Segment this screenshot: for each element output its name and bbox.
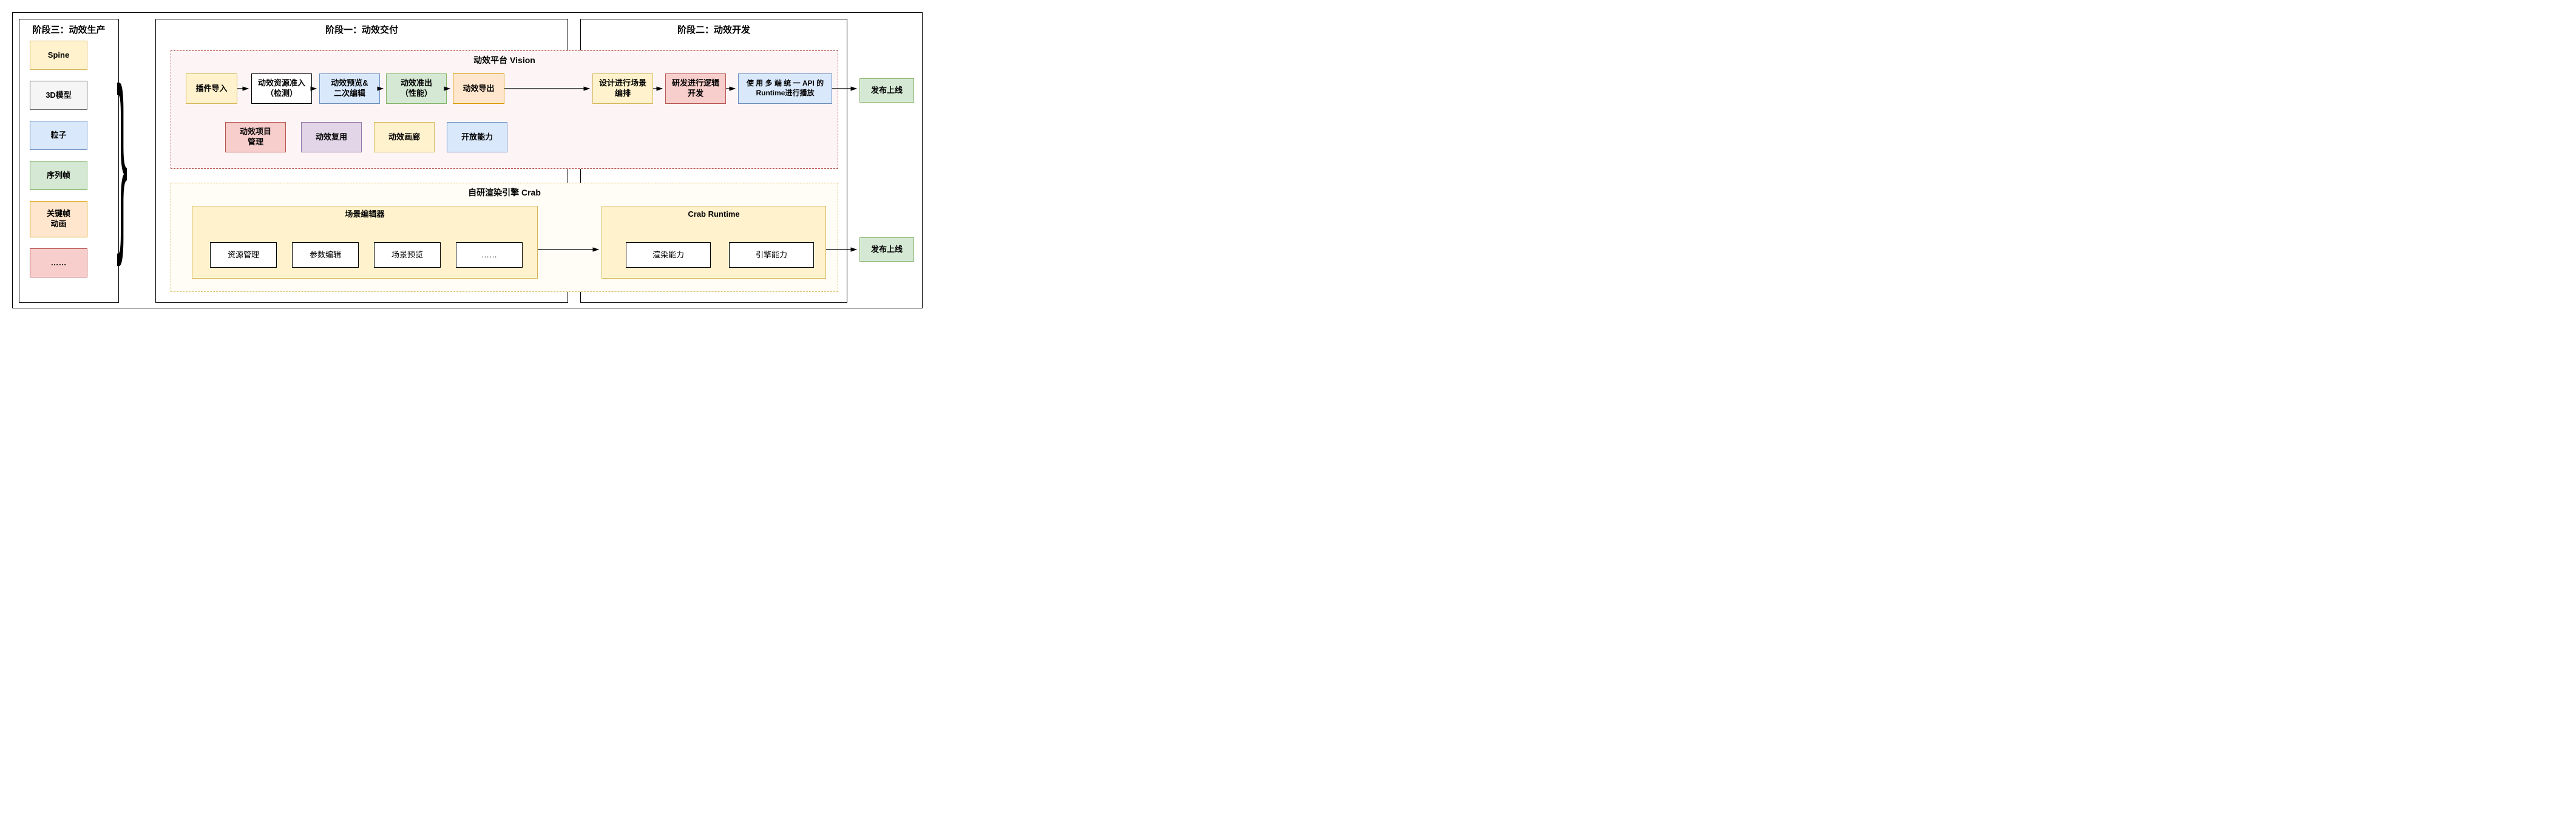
publish-label: 发布上线 xyxy=(871,245,903,255)
vision-pipe-box: 动效预览& 二次编辑 xyxy=(319,73,380,104)
stage3-item: 粒子 xyxy=(30,121,87,150)
stage3-title: 阶段三：动效生产 xyxy=(19,23,118,36)
crab-runtime-item: 渲染能力 xyxy=(626,242,711,268)
vision-title: 动效平台 Vision xyxy=(171,54,838,66)
brace: } xyxy=(117,60,127,257)
crab-editor-item: …… xyxy=(456,242,523,268)
vision-s2-box: 研发进行逻辑 开发 xyxy=(665,73,726,104)
stage1-title: 阶段一：动效交付 xyxy=(156,23,568,36)
vision-extra-box: 动效复用 xyxy=(301,122,362,152)
stage3-item: 序列帧 xyxy=(30,161,87,190)
vision-pipe-box: 动效资源准入 （检测） xyxy=(251,73,312,104)
crab-editor-title: 场景编辑器 xyxy=(192,209,537,220)
vision-pipe-box: 插件导入 xyxy=(186,73,237,104)
vision-extra-box: 动效项目 管理 xyxy=(225,122,286,152)
crab-editor-item: 资源管理 xyxy=(210,242,277,268)
stage3-item: 关键帧 动画 xyxy=(30,201,87,237)
crab-runtime-item: 引擎能力 xyxy=(729,242,814,268)
publish-box-1: 发布上线 xyxy=(859,78,914,103)
vision-extra-box: 开放能力 xyxy=(447,122,507,152)
crab-title: 自研渲染引擎 Crab xyxy=(171,186,838,199)
vision-s2-box: 使 用 多 端 统 一 API 的 Runtime进行播放 xyxy=(738,73,832,104)
stage3-item: …… xyxy=(30,248,87,277)
stage3-item: 3D模型 xyxy=(30,81,87,110)
crab-editor-item: 参数编辑 xyxy=(292,242,359,268)
publish-box-2: 发布上线 xyxy=(859,237,914,262)
vision-extra-box: 动效画廊 xyxy=(374,122,435,152)
vision-pipe-box: 动效导出 xyxy=(453,73,504,104)
publish-label: 发布上线 xyxy=(871,86,903,96)
stage2-title: 阶段二：动效开发 xyxy=(581,23,847,36)
diagram-canvas: 阶段三：动效生产 Spine 3D模型粒子序列帧关键帧 动画 …… } 阶段一：动效… xyxy=(12,12,923,308)
vision-s2-box: 设计进行场景 编排 xyxy=(592,73,653,104)
stage3-item: Spine xyxy=(30,41,87,70)
vision-pipe-box: 动效准出 （性能） xyxy=(386,73,447,104)
crab-runtime-title: Crab Runtime xyxy=(602,209,825,220)
crab-editor-item: 场景预览 xyxy=(374,242,441,268)
